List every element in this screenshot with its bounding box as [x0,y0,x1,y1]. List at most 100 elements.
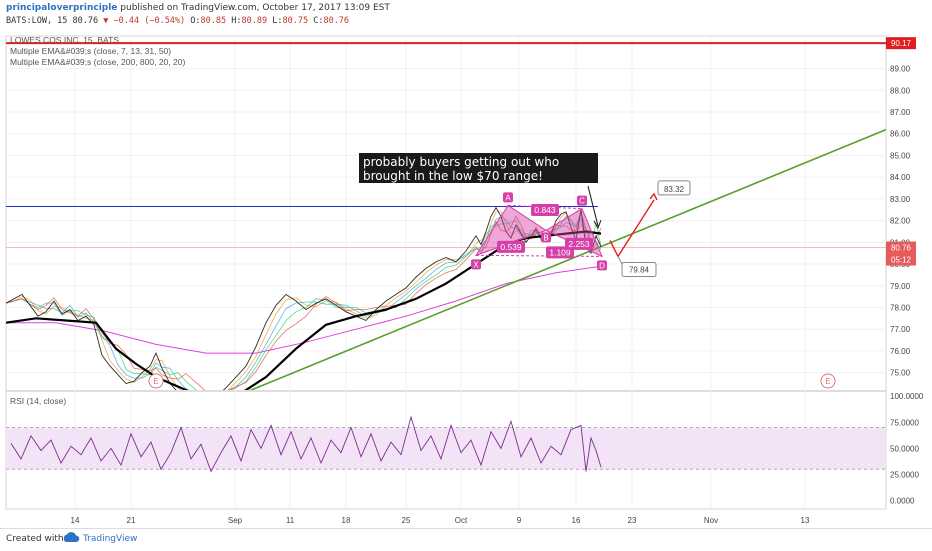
uptrend-line [249,128,886,390]
high-value: 80.89 [241,16,268,26]
x-tick-label: 23 [628,516,637,525]
y-tick-label: 77.00 [890,325,911,334]
countdown-box [886,253,916,266]
y-tick-label: 87.00 [890,108,911,117]
published-text: published on TradingView.com, October 17… [120,3,390,13]
target-up-box [657,180,691,196]
drop-arrow [609,240,619,257]
y-tick-label: 89.00 [890,65,911,74]
x-tick-label: Sep [228,516,243,525]
indicator-legend: Multiple EMA&#039;s (close, 7, 13, 31, 5… [10,46,171,56]
earnings-icon [148,373,164,389]
close-value: 80.76 [323,16,350,26]
rsi-tick-label: 75.0000 [890,418,919,427]
y-tick-label: 85.00 [890,151,911,160]
ratio-label: 2.253 [568,239,590,249]
open-label: O: [190,16,201,26]
ratio-label: 1.109 [549,247,571,257]
pattern-point-marker [597,260,607,271]
target-up-arrowhead [649,192,658,201]
x-tick-label: 18 [342,516,351,525]
earnings-icon [820,373,836,389]
harmonic-xd [475,254,603,257]
target-up-arrow [617,199,655,257]
annotation-line-2: brought in the low $70 range! [363,169,543,183]
pattern-point-label: A [505,193,511,202]
pattern-point-marker [471,259,481,270]
annotation-arrowhead [593,219,602,230]
y-tick-label: 79.00 [890,282,911,291]
rsi-tick-label: 0.0000 [890,497,915,506]
last-price: 80.76 [72,16,99,26]
publish-info: principaloverprinciple published on Trad… [6,3,390,13]
low-value: 80.75 [282,16,309,26]
rsi-tick-label: 50.0000 [890,444,919,453]
ratio-label: 0.539 [500,242,522,252]
ema-black-line [6,230,602,390]
rsi-line [10,415,602,473]
created-with-text: Created with [6,534,64,544]
x-tick-label: 25 [402,516,411,525]
price-change: −0.44 (−0.54%) [113,16,186,26]
high-label: H: [231,16,242,26]
indicator-legend: Multiple EMA&#039;s (close, 200, 800, 20… [10,57,185,67]
countdown-label: 05:12 [891,256,912,265]
price-line [6,206,602,390]
open-value: 80.85 [200,16,227,26]
target-up-label: 83.32 [664,185,685,194]
rsi-tick-label: 100.0000 [890,392,924,401]
top-price-label: 90.17 [891,39,912,48]
y-tick-label: 76.00 [890,347,911,356]
y-tick-label: 82.00 [890,217,911,226]
pattern-point-label: C [579,197,585,206]
close-label: C: [313,16,324,26]
top-price-label-box [886,37,916,50]
annotation-line-1: probably buyers getting out who [363,155,559,169]
target-down-box [621,262,657,278]
target-down-label: 79.84 [629,266,650,275]
x-tick-label: 14 [71,516,80,525]
y-tick-label: 78.00 [890,303,911,312]
quote-bar: BATS:LOW, 15 80.76 ▼ −0.44 (−0.54%) O:80… [6,16,349,26]
y-tick-label: 75.00 [890,369,911,378]
chart-frame [5,35,887,510]
y-tick-label: 88.00 [890,86,911,95]
annotation-arrow [587,185,599,227]
pattern-point-marker [541,232,551,243]
x-tick-label: Nov [704,516,718,525]
symbol-label: BATS:LOW, 15 [6,16,68,26]
earnings-marker-label: E [825,377,830,386]
pattern-point-label: D [599,261,605,270]
y-tick-label: 86.00 [890,130,911,139]
down-arrow-icon: ▼ [103,16,109,26]
pattern-point-marker [503,192,513,203]
earnings-marker-label: E [153,377,158,386]
annotation-box [359,153,598,183]
ema-200-line [6,265,602,354]
x-tick-label: 16 [572,516,581,525]
pattern-point-label: X [473,260,479,269]
pattern-point-label: B [543,233,548,242]
short-ema-line [6,210,602,390]
tradingview-brand[interactable]: TradingView [83,534,138,544]
x-tick-label: 9 [517,516,522,525]
last-price-label-box [886,241,916,254]
last-price-label: 80.76 [891,244,912,253]
x-tick-label: 11 [286,516,295,525]
author-link[interactable]: principaloverprinciple [6,3,118,13]
rsi-band [6,427,886,470]
ratio-label-box [531,204,559,217]
ratio-label-box [497,240,525,253]
y-tick-label: 83.00 [890,195,911,204]
y-tick-label: 84.00 [890,173,911,182]
ratio-label-box [565,237,593,250]
footer: Created with TradingView [0,528,932,551]
x-tick-label: Oct [455,516,468,525]
tradingview-cloud-icon [63,532,80,542]
ratio-label: 0.843 [534,205,556,215]
x-tick-label: 21 [127,516,136,525]
chart-canvas[interactable]: 14 21 Sep 11 18 25 Oct 9 16 23 Nov 13 75.00 76.00 77.0… [0,28,932,528]
pattern-point-marker [577,195,587,206]
